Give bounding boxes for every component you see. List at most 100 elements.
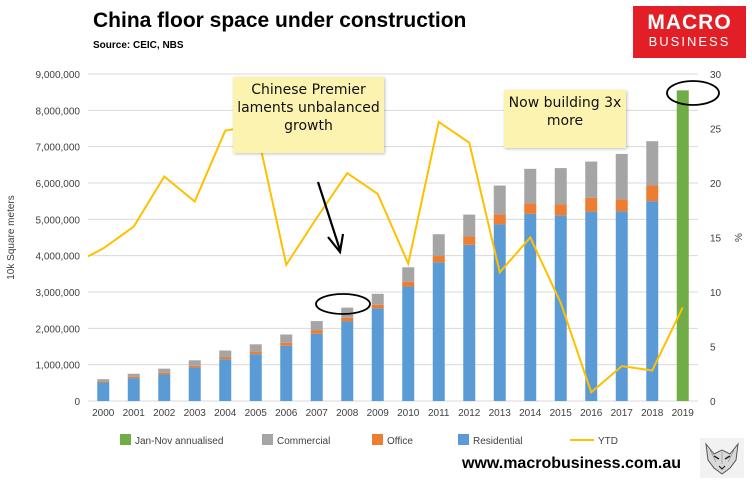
bar-residential [219,359,232,401]
bar-office [402,281,415,287]
bar-residential [646,201,659,401]
logo-line-1: MACRO [647,11,732,34]
bar-residential [310,333,323,401]
bar-commercial [158,368,171,373]
bar-commercial [585,161,598,198]
bar-office [97,381,110,383]
bar-residential [280,345,293,401]
x-tick-label: 2014 [519,408,542,419]
bar-residential [585,211,598,401]
y-tick-label: 6,000,000 [36,179,81,190]
bar-commercial [97,379,110,382]
y2-axis-label: % [734,233,745,242]
legend-label-ytd: YTD [598,436,618,447]
x-tick-label: 2012 [458,408,481,419]
legend-label-office: Office [387,436,413,447]
bar-office [432,256,445,263]
bar-residential [97,382,110,401]
bar-commercial [524,168,537,204]
bar-office [219,357,232,360]
y2-tick-label: 15 [710,234,722,245]
x-tick-label: 2015 [550,408,573,419]
y-tick-label: 5,000,000 [36,215,81,226]
bar-residential [158,374,171,401]
x-tick-label: 2004 [214,408,237,419]
bar-residential [615,211,628,401]
bar-office [280,342,293,346]
annotation-arrow-shaft [316,181,342,251]
bar-office [524,203,537,214]
y-axis-label: 10k Square meters [6,195,17,280]
y2-tick-label: 10 [710,288,722,299]
annotation-arrow-head [327,233,345,255]
legend-label-residential: Residential [473,436,522,447]
bar-residential [249,354,262,401]
annotation-note-3x: Now building 3x more [504,90,626,148]
y-tick-label: 9,000,000 [36,70,81,81]
x-tick-label: 2007 [306,408,329,419]
y-tick-label: 3,000,000 [36,288,81,299]
bar-office [585,197,598,212]
y-tick-label: 8,000,000 [36,106,81,117]
bar-commercial [432,234,445,257]
bar-commercial [493,185,506,215]
macrobusiness-logo: MACRO BUSINESS [633,6,746,58]
y-tick-label: 2,000,000 [36,324,81,335]
x-tick-label: 2005 [245,408,268,419]
bar-residential [341,321,354,401]
legend-label-commercial: Commercial [277,436,330,447]
annotation-circle-2019 [666,80,720,106]
bar-office [371,304,384,309]
logo-line-2: BUSINESS [648,34,731,49]
y2-tick-label: 20 [710,179,722,190]
bar-office [188,365,201,368]
x-tick-label: 2000 [92,408,115,419]
y-tick-label: 1,000,000 [36,361,81,372]
y-tick-label: 0 [74,397,80,408]
x-tick-label: 2008 [336,408,359,419]
bar-residential [371,308,384,401]
y-tick-label: 4,000,000 [36,252,81,263]
x-tick-label: 2016 [580,408,603,419]
bar-residential [188,367,201,401]
bar-residential [127,378,140,401]
y-tick-label: 7,000,000 [36,143,81,154]
bar-office [310,330,323,334]
x-tick-label: 2001 [123,408,146,419]
bar-commercial [463,214,476,237]
legend-swatch-office [372,434,383,445]
bar-commercial [646,141,659,186]
bar-residential [432,262,445,401]
bar-commercial [249,344,262,352]
x-tick-label: 2018 [641,408,664,419]
bar-office [249,351,262,355]
bar-office [463,236,476,245]
bar-commercial [188,360,201,366]
x-tick-label: 2013 [489,408,512,419]
x-tick-label: 2009 [367,408,390,419]
bar-residential [463,244,476,401]
bar-commercial [280,334,293,343]
bar-commercial [554,168,567,205]
annotation-circle-2008 [315,293,371,315]
bar-commercial [127,373,140,377]
bar-commercial [219,350,232,358]
footer-url: www.macrobusiness.com.au [462,455,682,472]
bar-commercial [341,307,354,318]
x-tick-label: 2010 [397,408,420,419]
bar-commercial [402,267,415,282]
bar-office [554,204,567,216]
y2-tick-label: 0 [710,397,716,408]
y2-tick-label: 30 [710,70,722,81]
x-tick-label: 2019 [672,408,695,419]
bar-office [493,214,506,225]
bar-residential [402,286,415,401]
bar-office [646,185,659,202]
y2-tick-label: 5 [710,343,716,354]
legend-swatch-commercial [262,434,273,445]
x-tick-label: 2003 [184,408,207,419]
legend-label-jan-nov-annualised: Jan-Nov annualised [135,436,223,447]
annotation-note-premier: Chinese Premier laments unbalanced growt… [233,77,384,153]
chart-title: China floor space under construction [93,9,467,32]
